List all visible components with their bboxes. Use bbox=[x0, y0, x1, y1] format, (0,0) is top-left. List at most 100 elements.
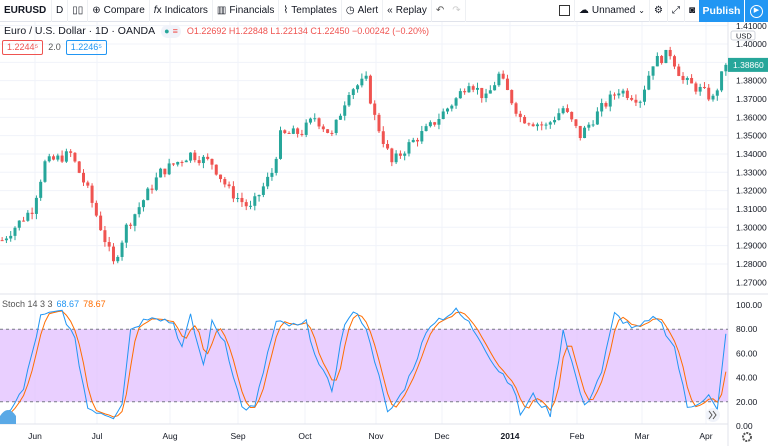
snapshot-button[interactable]: ◙ bbox=[685, 0, 699, 22]
candle bbox=[535, 122, 539, 131]
chart-type-button[interactable]: ▯▯ bbox=[68, 0, 89, 22]
candle bbox=[304, 119, 308, 138]
candle bbox=[184, 159, 188, 163]
candle bbox=[433, 121, 437, 127]
candle-body bbox=[608, 94, 612, 107]
save-layout-button[interactable]: ☁ Unnamed ⌄ bbox=[575, 0, 650, 22]
candle-body bbox=[698, 86, 702, 92]
publish-button[interactable]: Publish bbox=[699, 0, 744, 22]
indicators-button[interactable]: fx Indicators bbox=[150, 0, 213, 22]
candle bbox=[467, 82, 471, 93]
candle bbox=[634, 94, 638, 107]
buy-price-button[interactable]: 1.2246⁵ bbox=[65, 40, 108, 55]
candle bbox=[475, 82, 479, 95]
interval-button[interactable]: D bbox=[52, 0, 69, 22]
candle-body bbox=[223, 179, 227, 185]
candle bbox=[43, 159, 47, 183]
price-axis-label: 1.38000 bbox=[736, 76, 767, 86]
candle bbox=[651, 66, 655, 80]
candle-body bbox=[120, 242, 124, 257]
candle bbox=[694, 81, 698, 95]
financials-button[interactable]: ▥ Financials bbox=[213, 0, 280, 22]
candle bbox=[595, 107, 599, 125]
replay-button[interactable]: «Replay bbox=[383, 0, 432, 22]
stoch-k-value: 68.67 bbox=[56, 299, 80, 309]
price-axis-label: 1.28000 bbox=[736, 259, 767, 269]
candle bbox=[180, 160, 184, 167]
candle-body bbox=[390, 148, 394, 163]
candle bbox=[625, 88, 629, 101]
time-axis-label: Apr bbox=[699, 431, 712, 441]
candle bbox=[458, 88, 462, 99]
fullscreen-button[interactable]: ⤢ bbox=[668, 0, 685, 22]
compare-button[interactable]: ⊕ Compare bbox=[88, 0, 150, 22]
candle bbox=[553, 116, 557, 125]
chart-area[interactable]: 1.41000 1.40000 1.38000 1.37000 1.36000 1.350… bbox=[0, 22, 768, 446]
candle-body bbox=[133, 214, 137, 226]
candle bbox=[386, 140, 390, 151]
candle-body bbox=[99, 215, 103, 231]
candle bbox=[90, 183, 94, 208]
candle-body bbox=[253, 196, 257, 206]
candle bbox=[368, 74, 372, 105]
candle bbox=[236, 193, 240, 203]
price-axis-label: 1.32000 bbox=[736, 186, 767, 196]
candle bbox=[617, 89, 621, 99]
settings-button[interactable]: ⚙ bbox=[650, 0, 668, 22]
candle bbox=[137, 202, 141, 218]
candle bbox=[146, 187, 150, 201]
candle-body bbox=[458, 91, 462, 99]
candle bbox=[446, 107, 450, 115]
time-axis-label: Sep bbox=[230, 431, 245, 441]
stoch-k-line bbox=[1, 307, 727, 420]
scroll-right-button[interactable] bbox=[706, 408, 720, 422]
gear-icon[interactable] bbox=[742, 432, 752, 442]
spread: 2.0 bbox=[48, 42, 61, 52]
candle-body bbox=[107, 242, 111, 247]
candle-body bbox=[553, 120, 557, 123]
candle bbox=[420, 125, 424, 144]
candle-body bbox=[446, 108, 450, 112]
candle-body bbox=[398, 153, 402, 156]
layout-button[interactable] bbox=[555, 0, 575, 22]
candle-body bbox=[720, 71, 724, 91]
symbol-search[interactable]: EURUSD bbox=[0, 0, 52, 22]
chart-legend: Euro / U.S. Dollar · 1D · OANDA ● ≡ O1.22… bbox=[4, 25, 429, 38]
candle-body bbox=[570, 111, 574, 120]
candle-body bbox=[317, 118, 321, 127]
candle-body bbox=[368, 75, 372, 104]
candle bbox=[604, 101, 608, 109]
alert-button[interactable]: ◷ Alert bbox=[342, 0, 384, 22]
candle bbox=[548, 120, 552, 129]
candle-body bbox=[493, 85, 497, 91]
sell-price-button[interactable]: 1.2244⁵ bbox=[2, 40, 44, 55]
play-button[interactable]: ▶ bbox=[744, 0, 768, 22]
candle bbox=[574, 119, 578, 129]
candle-body bbox=[638, 101, 642, 103]
price-axis-label: 1.34000 bbox=[736, 149, 767, 159]
templates-button[interactable]: ⌇ Templates bbox=[279, 0, 342, 22]
candle bbox=[343, 101, 347, 121]
candle-body bbox=[497, 73, 501, 86]
chevron-down-icon: ⌄ bbox=[638, 5, 645, 15]
redo-button[interactable]: ↷ bbox=[448, 0, 466, 22]
candle-body bbox=[514, 103, 518, 114]
stoch-axis-label: 80.00 bbox=[736, 324, 758, 334]
candle bbox=[240, 192, 244, 207]
candle-body bbox=[386, 143, 390, 149]
candle-body bbox=[22, 220, 26, 222]
candle bbox=[540, 121, 544, 131]
candle-body bbox=[394, 153, 398, 163]
candle-body bbox=[43, 161, 47, 182]
candle-body bbox=[39, 181, 43, 198]
candle bbox=[613, 92, 617, 100]
undo-button[interactable]: ↶ bbox=[435, 5, 445, 16]
alert-label: Alert bbox=[357, 5, 379, 16]
candle-body bbox=[484, 93, 488, 99]
candle-body bbox=[660, 55, 664, 64]
candle-body bbox=[270, 172, 274, 177]
candle bbox=[201, 154, 205, 169]
candle bbox=[647, 71, 651, 91]
candle-body bbox=[604, 103, 608, 107]
candle bbox=[223, 176, 227, 188]
